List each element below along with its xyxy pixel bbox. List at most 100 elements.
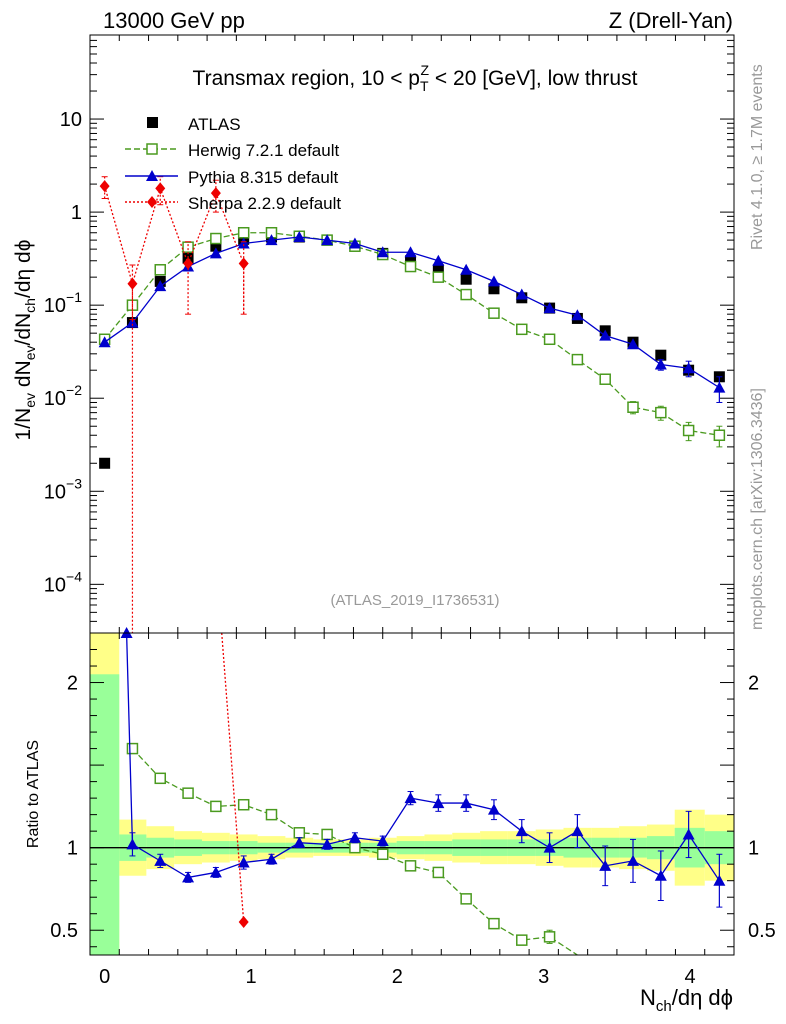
ratio-point-pythia [321,838,334,850]
main-y-tick-exp: −4 [66,568,82,584]
main-point-pythia [376,246,389,258]
ratio-axis-ticks: 0 1 2 3 4 0.5 0.5 1 1 2 2 [50,632,776,988]
ratio-point-herwig [126,742,139,755]
main-ylabel: 1/Nev dNev/dNch/dη dϕ [12,240,38,441]
main-point-atlas [99,457,111,469]
ratio-point-pythia [376,835,389,847]
main-point-herwig [713,429,726,442]
ratio-point-pythia [126,838,139,850]
legend-item-sherpa: Sherpa 2.2.9 default [125,194,341,213]
legend-item-pythia: Pythia 8.315 default [125,168,339,187]
main-point-pythia [265,234,278,246]
ratio-point-herwig [154,772,167,785]
ratio-point-herwig [293,827,306,839]
ratio-point-herwig [376,848,389,861]
main-point-sherpa [183,257,194,270]
ratio-point-herwig [488,917,500,930]
main-point-pythia [460,263,473,275]
main-point-pythia [515,288,528,300]
main-point-sherpa [210,187,221,200]
ratio-point-pythia [432,797,445,809]
main-point-herwig [404,260,417,273]
main-point-pythia [321,234,334,246]
ratio-point-pythia [348,831,361,843]
main-point-pythia [713,381,726,393]
title-pre: Transmax region, 10 < p [193,67,420,90]
x-tick-label: 2 [392,966,403,988]
ratio-y-tick-label: 2 [67,673,78,695]
ratio-y-tick-label: 0.5 [50,920,78,942]
main-point-herwig [571,353,584,366]
legend-item-atlas: ATLAS [147,115,241,134]
main-y-tick-label: 10−4 [44,568,82,596]
ratio-point-pythia [237,856,250,868]
ratio-point-herwig [543,931,556,943]
collision-label: 13000 GeV pp [103,8,245,33]
title-sup: Z [421,62,430,78]
main-point-atlas [432,264,444,276]
x-tick-label: 3 [538,966,549,988]
main-y-tick-exp: −1 [66,289,82,305]
title-post: < 20 [GeV], low thrust [429,67,638,90]
ratio-point-pythia [182,871,195,883]
main-point-pythia [348,237,361,249]
main-point-pythia [98,336,111,348]
main-point-pythia [682,362,695,374]
main-point-herwig [655,406,667,419]
main-point-atlas [655,349,667,361]
ratio-y-tick-label-right: 2 [748,673,759,695]
main-point-herwig [627,401,639,413]
ratio-point-herwig [321,828,333,841]
main-y-tick-label: 10−3 [44,475,82,503]
main-sherpa-drop [131,263,245,633]
main-point-herwig [599,373,611,385]
main-point-pythia [293,231,306,243]
legend-label-pythia: Pythia 8.315 default [188,168,339,187]
ratio-point-pythia [599,859,612,871]
legend: ATLAS Herwig 7.2.1 default Pythia 8.315 … [125,115,341,213]
main-point-atlas [210,240,222,252]
main-point-pythia [627,338,640,350]
ratio-point-herwig [404,860,417,872]
main-point-atlas [460,273,472,285]
ratio-point-sherpa [238,915,249,928]
ratio-point-herwig [432,866,445,879]
rivet-label: Rivet 4.1.0, ≥ 1.7M events [749,64,766,250]
main-point-pythia [237,237,250,249]
main-series-sherpa [99,176,249,321]
title-sub: T [420,78,429,94]
ratio-point-pythia [404,792,417,804]
main-y-tick-label: 10−2 [44,382,82,410]
ratio-point-herwig [460,893,472,905]
main-point-pythia [404,246,417,258]
main-point-pythia [654,358,667,370]
legend-label-sherpa: Sherpa 2.2.9 default [188,194,341,213]
main-series-pythia [98,231,726,403]
process-label: Z (Drell-Yan) [609,8,733,33]
main-y-tick-exp: −3 [66,475,82,491]
main-point-herwig [237,226,250,239]
ratio-series-sherpa [221,632,249,928]
main-point-herwig [432,271,445,283]
ratio-y-tick-label-right: 1 [748,838,759,860]
ratio-point-pythia [487,803,500,815]
plot-title: Transmax region, 10 < pTZ < 20 [GeV], lo… [193,62,638,94]
main-point-pythia [432,254,445,266]
main-point-sherpa [99,180,110,193]
main-point-herwig [682,424,695,437]
ratio-ylabel: Ratio to ATLAS [25,740,42,848]
ratio-series-herwig [126,742,578,956]
ratio-series-pythia [120,627,726,908]
main-point-herwig [210,232,222,245]
main-panel: 10 1 10−1 10−2 10−3 10−4 Transmax region, 10 … [12,34,735,634]
main-point-pythia [154,280,167,292]
main-point-herwig [182,241,194,253]
x-axis-label: Nch/dη dϕ [640,985,733,1015]
main-point-pythia [599,329,612,341]
ratio-point-pythia [209,866,222,878]
analysis-id: (ATLAS_2019_I1736531) [330,592,499,609]
ratio-point-pythia [154,854,167,866]
ratio-panel: 0 1 2 3 4 0.5 0.5 1 1 2 2 Ratio to ATLAS Nch/dη dϕ [25,627,776,1015]
ratio-point-herwig [210,800,222,813]
main-line-sherpa [104,185,245,287]
